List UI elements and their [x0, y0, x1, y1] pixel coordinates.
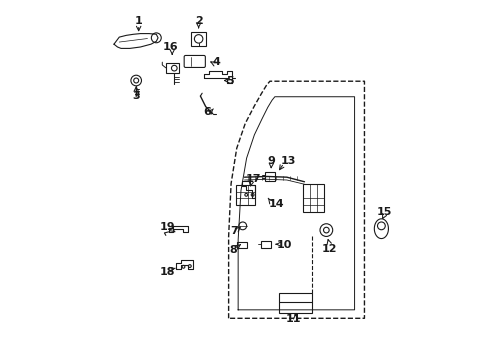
Text: 8: 8	[229, 245, 237, 255]
Bar	[235, 185, 255, 205]
Bar	[236, 242, 246, 248]
Text: 3: 3	[132, 91, 140, 101]
Bar	[165, 63, 178, 73]
Bar	[303, 184, 324, 212]
Text: 2: 2	[194, 15, 202, 26]
Bar	[190, 32, 206, 46]
Text: 14: 14	[268, 199, 284, 209]
Bar	[279, 293, 311, 313]
Text: 4: 4	[212, 57, 220, 67]
Text: 18: 18	[160, 267, 175, 278]
Text: 12: 12	[322, 244, 337, 254]
Text: 11: 11	[285, 314, 300, 324]
Text: 6: 6	[203, 107, 211, 117]
Text: 15: 15	[376, 207, 391, 217]
Text: 1: 1	[135, 16, 142, 26]
Text: 7: 7	[230, 226, 238, 236]
Text: 13: 13	[280, 156, 295, 166]
Text: 19: 19	[160, 222, 175, 232]
Text: 10: 10	[277, 240, 292, 250]
Bar	[264, 171, 274, 181]
Text: 9: 9	[266, 156, 274, 166]
Text: 17: 17	[245, 174, 261, 184]
Bar	[261, 241, 271, 248]
Text: 16: 16	[163, 42, 178, 52]
Text: 5: 5	[226, 76, 234, 86]
